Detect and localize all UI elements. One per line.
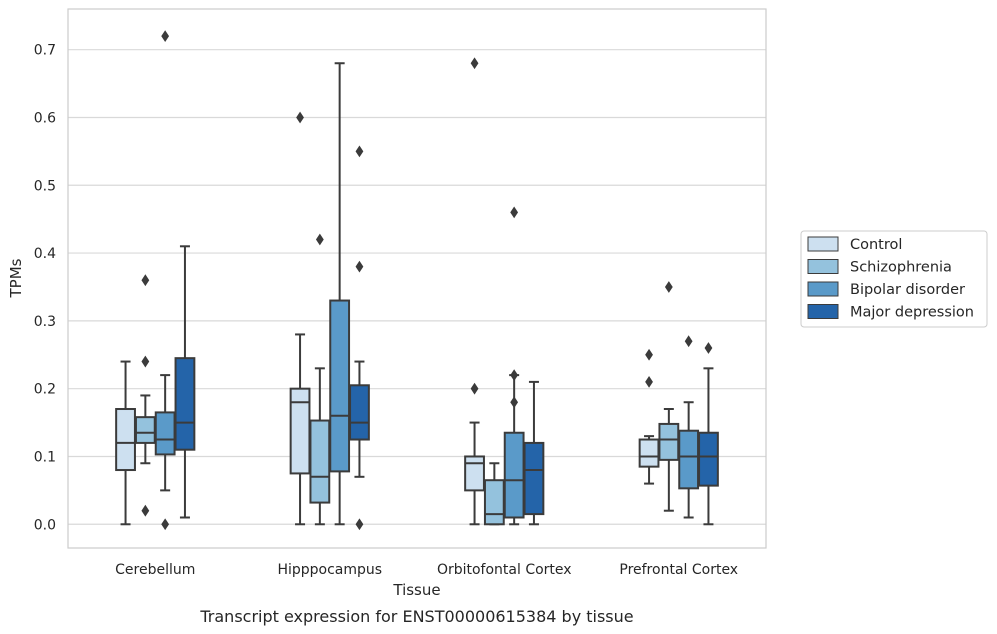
box	[503, 431, 525, 519]
box	[638, 438, 660, 468]
box	[115, 408, 136, 472]
box-group	[483, 462, 505, 526]
box	[678, 429, 700, 490]
outlier-point	[355, 260, 364, 273]
x-tick-label: Cerebellum	[115, 562, 195, 578]
box	[329, 299, 351, 473]
box-group	[134, 274, 156, 517]
legend-swatch	[807, 236, 839, 252]
box	[349, 384, 370, 441]
legend-swatch	[807, 259, 839, 274]
outlier-point	[645, 375, 653, 388]
box-group	[329, 62, 351, 526]
box	[174, 357, 196, 451]
x-axis-ticks: Cerebellum Hipppocampus Orbitofontal Corte…	[115, 562, 738, 578]
x-tick-label: Hipppocampus	[277, 562, 382, 578]
box-group	[678, 335, 700, 519]
outlier-point	[161, 518, 170, 531]
box-group	[174, 245, 196, 519]
y-tick-label: 0.3	[34, 314, 56, 330]
x-axis-title: Tissue	[392, 581, 440, 599]
legend-label: Bipolar disorder	[850, 282, 965, 298]
y-tick-label: 0.2	[34, 382, 56, 398]
box-group	[289, 111, 311, 526]
y-tick-label: 0.5	[34, 178, 56, 194]
plot-area-frame	[67, 8, 767, 549]
outlier-point	[645, 348, 653, 361]
y-axis-title: TPMs	[7, 258, 25, 298]
box	[154, 411, 176, 456]
y-axis-ticks: 0.0 0.1 0.2 0.3 0.4 0.5 0.6 0.7	[34, 43, 56, 534]
box	[464, 455, 485, 492]
legend-swatch	[807, 304, 839, 319]
box-group	[154, 30, 176, 531]
y-tick-label: 0.7	[34, 43, 56, 59]
outlier-point	[664, 281, 673, 293]
box-group	[523, 380, 545, 526]
legend-frame	[800, 230, 988, 328]
outlier-point	[510, 206, 519, 219]
box-group	[638, 348, 660, 485]
box-group	[464, 57, 485, 526]
box	[309, 419, 331, 504]
box	[698, 431, 719, 487]
y-tick-label: 0.1	[34, 449, 56, 465]
x-tick-label: Orbitofontal Cortex	[437, 562, 572, 578]
x-tick-label: Prefrontal Cortex	[619, 562, 738, 578]
y-tick-label: 0.4	[34, 246, 56, 262]
box	[483, 479, 505, 526]
outlier-point	[141, 355, 150, 368]
outlier-point	[141, 274, 150, 287]
outlier-point	[355, 518, 364, 531]
box-group	[658, 281, 680, 512]
y-tick-label: 0.6	[34, 110, 56, 126]
box-group	[698, 342, 719, 526]
legend-label: Schizophrenia	[850, 260, 952, 276]
outlier-point	[704, 342, 713, 354]
outlier-point	[355, 145, 364, 158]
outlier-point	[510, 369, 519, 382]
box-group	[115, 360, 136, 526]
outlier-point	[141, 504, 150, 517]
outlier-point	[510, 396, 519, 409]
box	[134, 416, 156, 444]
outlier-point	[470, 57, 479, 70]
legend: Control Schizophrenia Bipolar disorder Majo…	[800, 230, 988, 328]
outlier-point	[470, 382, 479, 395]
y-tick-label: 0.0	[34, 517, 56, 533]
box	[658, 422, 680, 461]
legend-swatch	[807, 281, 839, 297]
legend-label: Control	[850, 237, 902, 253]
legend-label: Major depression	[850, 305, 974, 321]
box-groups	[115, 30, 719, 531]
outlier-point	[684, 335, 693, 348]
outlier-point	[161, 30, 170, 43]
outlier-point	[296, 111, 304, 124]
box-group	[503, 206, 525, 526]
box	[523, 441, 545, 516]
outlier-point	[315, 233, 324, 246]
box-group	[349, 145, 370, 531]
box	[289, 387, 311, 475]
chart-caption: Transcript expression for ENST0000061538…	[199, 607, 633, 626]
box-group	[309, 233, 331, 526]
